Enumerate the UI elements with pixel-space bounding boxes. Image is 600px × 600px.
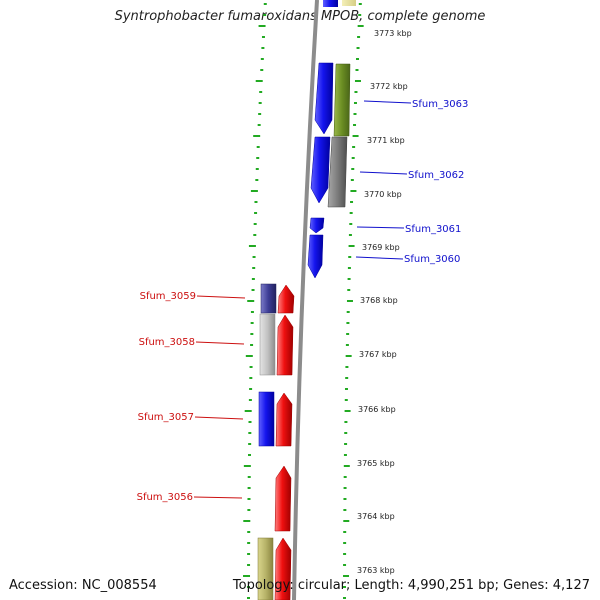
gene-feature: [327, 136, 348, 208]
gene-label: Sfum_3061: [405, 224, 461, 235]
label-leader-line: [355, 256, 404, 260]
gene-label: Sfum_3062: [408, 170, 464, 181]
gene-feature: [310, 136, 331, 204]
label-leader-line: [356, 226, 405, 229]
page-title: Syntrophobacter fumaroxidans MPOB, compl…: [114, 9, 486, 24]
label-leader-line: [359, 171, 408, 175]
gene-label: Sfum_3060: [404, 254, 460, 265]
gene-feature: [276, 314, 294, 376]
gene-feature: [314, 62, 334, 135]
label-leader-line: [193, 496, 243, 499]
scale-label: 3768 kbp: [360, 296, 398, 305]
scale-label: 3765 kbp: [357, 459, 395, 468]
gene-feature: [257, 537, 274, 600]
scale-labels: 3773 kbp 3772 kbp 3771 kbp 3770 kbp 3769…: [357, 29, 412, 575]
scale-label: 3766 kbp: [358, 405, 396, 414]
scale-label: 3769 kbp: [362, 243, 400, 252]
scale-label: 3767 kbp: [359, 350, 397, 359]
label-leader-line: [196, 295, 246, 299]
backbone-line: [292, 0, 319, 600]
gene-feature: [260, 283, 277, 314]
inner-ruler: [243, 3, 267, 599]
scale-label: 3772 kbp: [370, 82, 408, 91]
label-leader-line: [194, 416, 244, 420]
topology-text: Topology: circular; Length: 4,990,251 bp…: [232, 578, 590, 593]
gene-feature: [274, 537, 292, 600]
scale-label: 3764 kbp: [357, 512, 395, 521]
gene-feature-partial: [323, 0, 338, 7]
scale-label: 3771 kbp: [367, 136, 405, 145]
label-leader-line: [195, 341, 245, 345]
gene-feature: [259, 313, 276, 376]
gene-feature: [277, 284, 295, 314]
gene-label: Sfum_3058: [139, 337, 195, 348]
label-leader-line: [363, 100, 412, 104]
gene-feature: [275, 392, 293, 447]
gene-feature: [258, 391, 275, 447]
gene-label: Sfum_3056: [137, 492, 193, 503]
gene-feature: [333, 63, 351, 137]
gene-feature-partial: [342, 0, 356, 6]
accession-text: Accession: NC_008554: [9, 578, 157, 593]
gene-feature: [307, 234, 324, 279]
scale-label: 3763 kbp: [357, 566, 395, 575]
gene-feature: [274, 465, 292, 532]
scale-label: 3770 kbp: [364, 190, 402, 199]
inner-gene-labels: Sfum_3059 Sfum_3058 Sfum_3057 Sfum_3056: [137, 291, 246, 503]
gene-feature: [309, 217, 325, 234]
gene-label: Sfum_3059: [140, 291, 196, 302]
outer-gene-labels: Sfum_3063 Sfum_3062 Sfum_3061 Sfum_3060: [355, 99, 468, 265]
gene-label: Sfum_3057: [138, 412, 194, 423]
gene-label: Sfum_3063: [412, 99, 468, 110]
outer-ruler: [343, 3, 364, 599]
scale-label: 3773 kbp: [374, 29, 412, 38]
